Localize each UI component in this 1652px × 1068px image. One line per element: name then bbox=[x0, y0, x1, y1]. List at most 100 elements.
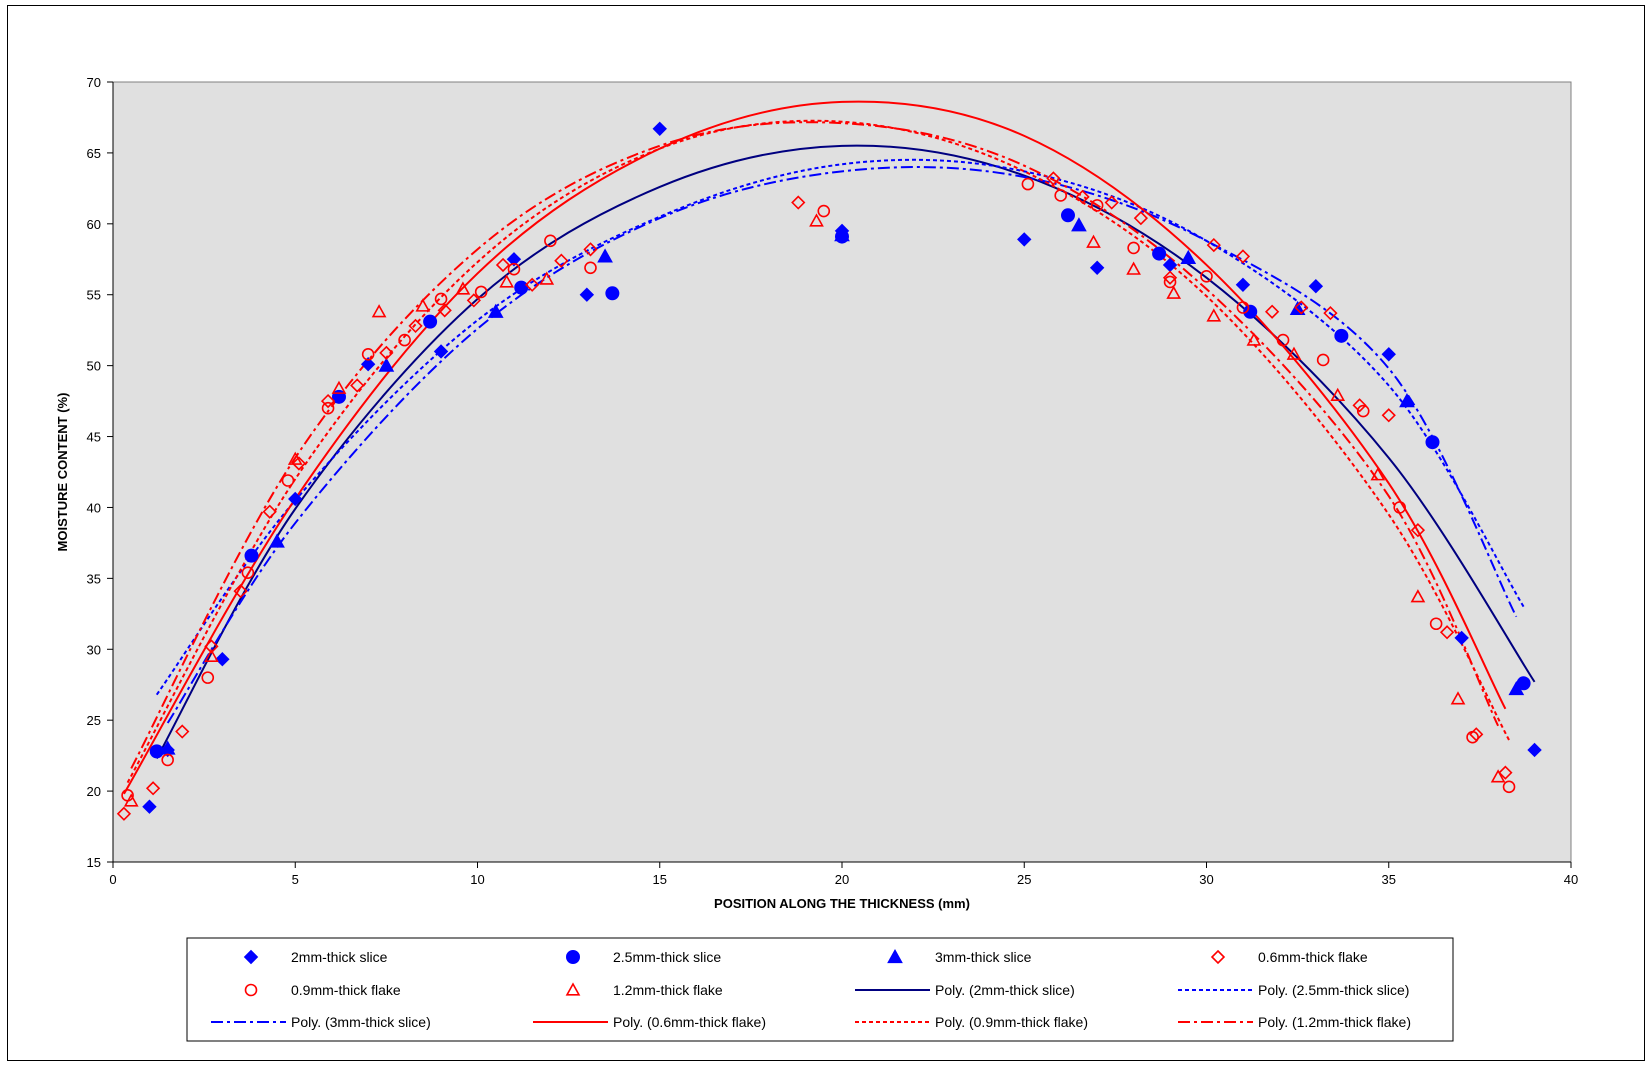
legend-label: 2.5mm-thick slice bbox=[613, 949, 721, 965]
legend-symbol bbox=[887, 948, 903, 964]
data-point bbox=[281, 474, 295, 487]
data-point bbox=[1286, 346, 1302, 360]
data-point bbox=[262, 504, 277, 519]
x-tick-label: 5 bbox=[292, 872, 299, 887]
data-point bbox=[434, 292, 448, 306]
data-point bbox=[1206, 308, 1222, 322]
legend: 2mm-thick slice 2.5mm-thick slice 3mm-thic… bbox=[211, 948, 1411, 1030]
data-point bbox=[378, 357, 395, 372]
data-point bbox=[495, 257, 511, 273]
data-point bbox=[1490, 769, 1506, 783]
data-point bbox=[487, 303, 504, 318]
plot-area bbox=[112, 81, 1572, 863]
data-point bbox=[514, 280, 529, 295]
data-point bbox=[269, 533, 285, 548]
data-point bbox=[1439, 625, 1455, 640]
data-point bbox=[1235, 249, 1251, 264]
legend-label: 2mm-thick slice bbox=[291, 949, 388, 965]
data-point bbox=[1454, 630, 1469, 646]
data-point bbox=[1399, 393, 1415, 408]
data-point bbox=[415, 298, 431, 312]
legend-label: 0.6mm-thick flake bbox=[1258, 949, 1368, 965]
data-point bbox=[1323, 306, 1338, 321]
data-point bbox=[1393, 501, 1406, 514]
data-point bbox=[1429, 617, 1443, 631]
x-tick-label: 40 bbox=[1564, 872, 1578, 887]
data-point bbox=[360, 357, 376, 372]
legend-label: 1.2mm-thick flake bbox=[613, 982, 723, 998]
legend-symbol bbox=[243, 949, 259, 965]
data-point bbox=[652, 121, 667, 137]
data-point bbox=[433, 344, 449, 359]
x-tick-label: 0 bbox=[109, 872, 116, 887]
data-point bbox=[809, 213, 824, 227]
x-tick-label: 15 bbox=[653, 872, 667, 887]
data-point bbox=[1264, 304, 1280, 319]
data-point bbox=[1127, 241, 1140, 255]
y-tick-label: 65 bbox=[87, 146, 101, 161]
trendlines bbox=[123, 100, 1536, 795]
data-point bbox=[1527, 742, 1542, 758]
data-point bbox=[1166, 285, 1182, 299]
data-point bbox=[1180, 249, 1197, 264]
data-point bbox=[474, 285, 488, 299]
legend-symbol bbox=[565, 982, 581, 996]
legend-label: 0.9mm-thick flake bbox=[291, 982, 401, 998]
data-point bbox=[1046, 171, 1061, 186]
data-point bbox=[116, 806, 132, 821]
y-tick-label: 60 bbox=[87, 217, 101, 232]
data-point bbox=[1508, 680, 1525, 696]
data-point bbox=[1075, 189, 1090, 205]
legend-symbol bbox=[244, 983, 258, 997]
data-point bbox=[1276, 333, 1290, 347]
data-point bbox=[499, 274, 515, 288]
x-tick-label: 20 bbox=[835, 872, 849, 887]
data-point bbox=[791, 195, 806, 210]
data-point bbox=[1021, 177, 1035, 191]
data-point bbox=[834, 227, 850, 242]
x-tick-label: 35 bbox=[1382, 872, 1396, 887]
y-tick-label: 25 bbox=[87, 713, 101, 728]
data-point bbox=[408, 318, 423, 334]
data-point bbox=[233, 583, 248, 599]
data-point bbox=[175, 724, 190, 739]
data-point bbox=[1352, 398, 1367, 413]
data-point bbox=[215, 651, 230, 667]
data-point bbox=[583, 242, 598, 257]
data-point bbox=[1410, 589, 1426, 603]
data-point bbox=[1502, 780, 1516, 794]
data-point bbox=[1498, 765, 1513, 780]
data-point bbox=[371, 304, 387, 318]
y-tick-label: 20 bbox=[87, 784, 101, 799]
data-point bbox=[466, 293, 481, 308]
data-point bbox=[149, 744, 164, 759]
data-point bbox=[544, 234, 557, 248]
legend-label: Poly. (0.9mm-thick flake) bbox=[935, 1014, 1088, 1030]
data-point bbox=[605, 286, 620, 301]
data-point bbox=[1381, 347, 1396, 362]
x-tick-label: 25 bbox=[1017, 872, 1031, 887]
legend-label: Poly. (2mm-thick slice) bbox=[935, 982, 1075, 998]
y-tick-label: 30 bbox=[87, 642, 101, 657]
legend-label: Poly. (3mm-thick slice) bbox=[291, 1014, 431, 1030]
trendline bbox=[126, 119, 1510, 784]
data-point bbox=[1330, 387, 1346, 402]
data-point bbox=[1466, 730, 1479, 744]
y-tick-label: 70 bbox=[87, 75, 101, 90]
data-point bbox=[584, 261, 597, 275]
trendline bbox=[130, 121, 1500, 769]
legend-label: Poly. (0.6mm-thick flake) bbox=[613, 1014, 766, 1030]
data-point bbox=[1316, 353, 1330, 367]
data-point bbox=[1200, 269, 1213, 283]
data-point bbox=[379, 345, 394, 361]
data-point bbox=[539, 271, 555, 285]
data-point bbox=[142, 799, 157, 814]
data-point bbox=[287, 451, 303, 465]
data-point bbox=[1162, 270, 1178, 285]
data-point bbox=[506, 252, 522, 267]
data-point bbox=[1071, 217, 1087, 232]
y-tick-label: 45 bbox=[87, 430, 101, 445]
data-point bbox=[161, 753, 174, 767]
x-tick-label: 30 bbox=[1199, 872, 1213, 887]
